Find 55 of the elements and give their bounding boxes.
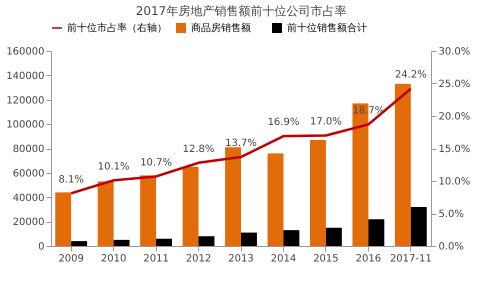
x-tick-label: 2016 — [356, 254, 382, 264]
x-tick-label: 2014 — [270, 254, 296, 264]
data-label: 12.8% — [182, 144, 214, 155]
y-tick-label: 160000 — [6, 46, 44, 58]
x-tick-label: 2009 — [58, 254, 84, 264]
x-tick-label: 2017-11 — [390, 254, 432, 264]
bar — [98, 181, 114, 246]
legend-label: 前十位销售额合计 — [287, 22, 367, 34]
bar — [156, 238, 172, 246]
bar — [182, 166, 199, 246]
y-tick-label: 140000 — [6, 70, 44, 82]
data-label: 10.1% — [98, 161, 130, 172]
y2-tick-label: 25.0% — [438, 79, 470, 90]
y-tick-label: 120000 — [6, 95, 44, 106]
y-tick-label: 100000 — [6, 120, 44, 131]
bar — [368, 219, 384, 246]
data-label: 10.7% — [140, 157, 172, 168]
data-label: 18.7% — [352, 105, 384, 116]
bar — [55, 192, 72, 246]
y2-tick-label: 0.0% — [438, 242, 464, 252]
bar — [326, 228, 342, 246]
x-tick-label: 2015 — [313, 254, 339, 264]
bar — [394, 84, 411, 246]
bar — [71, 241, 88, 246]
bar — [225, 147, 241, 246]
y-tick-label: 60000 — [12, 168, 44, 180]
bar — [268, 153, 284, 246]
bar — [283, 230, 300, 246]
bar — [198, 236, 214, 246]
y-tick-label: 0 — [38, 242, 44, 252]
y-tick-label: 80000 — [12, 144, 44, 155]
bar — [310, 140, 326, 246]
data-label: 17.0% — [310, 116, 342, 128]
x-tick-label: 2013 — [228, 254, 254, 264]
legend-label: 前十位市占率（右轴） — [67, 22, 167, 34]
bar — [114, 240, 130, 246]
data-label: 8.1% — [58, 174, 84, 186]
y2-tick-label: 20.0% — [438, 112, 470, 122]
y-tick-label: 20000 — [12, 217, 44, 228]
x-tick-label: 2010 — [100, 254, 126, 264]
legend-label: 商品房销售额 — [191, 22, 251, 34]
data-label: 24.2% — [394, 70, 427, 81]
y2-tick-label: 10.0% — [438, 176, 470, 188]
y2-tick-label: 30.0% — [438, 46, 470, 58]
x-tick-label: 2011 — [143, 254, 169, 264]
bar — [140, 175, 156, 246]
bar — [241, 232, 257, 246]
y2-tick-label: 5.0% — [438, 209, 464, 220]
data-label: 16.9% — [268, 117, 300, 128]
y-tick-label: 40000 — [12, 192, 44, 204]
chart-title: 2017年房地产销售额前十位公司市占率 — [136, 4, 346, 18]
x-tick-label: 2012 — [186, 254, 212, 264]
bar — [410, 207, 427, 246]
y2-tick-label: 15.0% — [438, 144, 470, 155]
data-label: 13.7% — [225, 138, 257, 149]
